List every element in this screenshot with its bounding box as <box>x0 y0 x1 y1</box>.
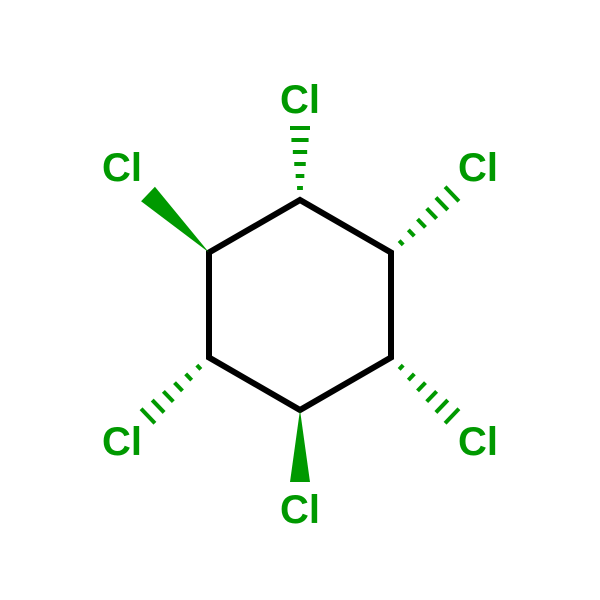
wedge-bond <box>141 187 209 253</box>
atom-label-cl: Cl <box>280 488 320 532</box>
hash-bond-line <box>436 198 448 210</box>
hash-bond-line <box>175 383 183 391</box>
substituent-3: Cl <box>280 410 320 532</box>
atom-label-cl: Cl <box>458 420 498 464</box>
substituent-0: Cl <box>280 78 320 188</box>
hash-bond-line <box>186 374 192 380</box>
hash-bond-line <box>163 391 173 401</box>
hash-bond-line <box>418 219 426 227</box>
hash-bond-line <box>445 409 459 423</box>
hash-bond-line <box>418 383 426 391</box>
hash-bond-line <box>408 230 414 236</box>
atom-label-cl: Cl <box>280 78 320 122</box>
hash-bond-line <box>445 187 459 201</box>
hash-bond-line <box>197 365 201 369</box>
substituent-1: Cl <box>399 146 498 245</box>
substituent-5: Cl <box>102 146 209 253</box>
molecule-diagram: Cl Cl Cl Cl Cl Cl <box>0 0 600 600</box>
hash-bond-line <box>427 391 437 401</box>
atom-label-cl: Cl <box>102 420 142 464</box>
hash-bond-line <box>408 374 414 380</box>
hash-bond-line <box>152 400 164 412</box>
substituent-2: Cl <box>399 365 498 464</box>
substituent-4: Cl <box>102 365 201 464</box>
hash-bond-line <box>141 409 155 423</box>
hash-bond-line <box>399 365 403 369</box>
hash-bond-line <box>436 400 448 412</box>
hash-bond-line <box>427 208 437 218</box>
atom-label-cl: Cl <box>458 146 498 190</box>
cyclohexane-ring <box>209 200 391 410</box>
hash-bond-line <box>399 241 403 245</box>
wedge-bond <box>290 410 310 482</box>
atom-label-cl: Cl <box>102 146 142 190</box>
